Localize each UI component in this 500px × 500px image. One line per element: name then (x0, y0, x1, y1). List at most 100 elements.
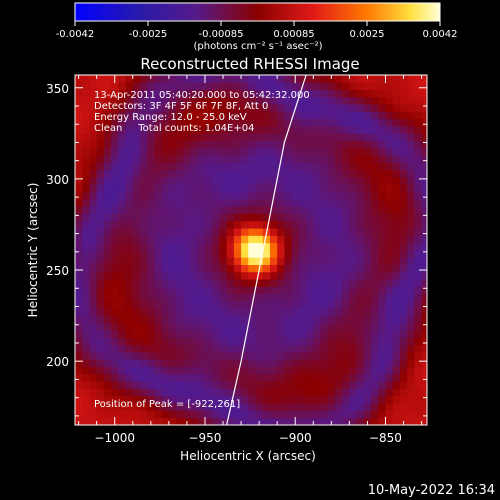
heatmap-cell (349, 198, 357, 207)
heatmap-cell (320, 337, 329, 346)
heatmap-cell (356, 301, 365, 309)
heatmap-cell (241, 410, 249, 419)
heatmap-cell (399, 235, 408, 244)
heatmap-cell (132, 162, 141, 171)
heatmap-cell (277, 359, 285, 368)
heatmap-cell (125, 126, 134, 134)
heatmap-cell (190, 308, 199, 317)
heatmap-cell (96, 308, 105, 317)
heatmap-cell (356, 337, 365, 346)
heatmap-cell (378, 82, 386, 90)
heatmap-cell (168, 147, 177, 156)
heatmap-cell (313, 308, 321, 317)
heatmap-cell (371, 228, 379, 236)
heatmap-cell (414, 169, 422, 178)
heatmap-cell (176, 118, 184, 127)
heatmap-cell (255, 337, 264, 346)
heatmap-cell (103, 308, 112, 317)
heatmap-cell (197, 381, 206, 389)
heatmap-cell (111, 301, 119, 309)
heatmap-cell (414, 96, 422, 105)
heatmap-cell (118, 213, 126, 222)
heatmap-cell (75, 111, 83, 120)
heatmap-cell (320, 242, 329, 251)
heatmap-cell (407, 191, 415, 200)
heatmap-cell (320, 75, 329, 83)
heatmap-cell (262, 293, 271, 302)
heatmap-cell (168, 395, 177, 404)
heatmap-cell (313, 111, 321, 120)
heatmap-cell (125, 198, 134, 207)
heatmap-cell (371, 162, 379, 171)
heatmap-cell (334, 395, 343, 404)
heatmap-cell (139, 147, 148, 156)
heatmap-cell (269, 96, 278, 105)
heatmap-cell (363, 133, 372, 142)
heatmap-cell (183, 388, 191, 397)
heatmap-cell (248, 184, 256, 193)
heatmap-cell (132, 155, 141, 163)
heatmap-cell (212, 271, 220, 280)
heatmap-cell (241, 315, 249, 324)
heatmap-cell (219, 133, 228, 142)
heatmap-cell (342, 381, 350, 389)
heatmap-cell (168, 140, 177, 149)
heatmap-cell (204, 191, 213, 200)
heatmap-cell (327, 235, 336, 244)
heatmap-cell (226, 366, 235, 375)
heatmap-cell (334, 169, 343, 178)
heatmap-cell (248, 308, 256, 317)
heatmap-cell (82, 315, 90, 324)
heatmap-cell (371, 213, 379, 222)
heatmap-cell (421, 250, 427, 258)
heatmap-cell (111, 308, 119, 317)
heatmap-cell (147, 198, 155, 207)
heatmap-cell (125, 162, 134, 171)
heatmap-cell (82, 235, 90, 244)
heatmap-cell (313, 177, 321, 185)
heatmap-cell (277, 344, 285, 353)
heatmap-cell (407, 373, 415, 382)
heatmap-cell (154, 417, 163, 425)
heatmap-cell (197, 82, 206, 90)
heatmap-cell (147, 279, 155, 287)
heatmap-cell (96, 177, 105, 185)
heatmap-cell (233, 220, 242, 229)
heatmap-cell (385, 381, 394, 389)
heatmap-cell (241, 75, 249, 83)
heatmap-cell (233, 104, 242, 112)
heatmap-cell (407, 322, 415, 331)
heatmap-cell (262, 264, 271, 273)
heatmap-cell (255, 191, 264, 200)
heatmap-cell (349, 352, 357, 360)
heatmap-cell (89, 177, 98, 185)
heatmap-cell (176, 206, 184, 214)
heatmap-cell (407, 359, 415, 368)
heatmap-cell (378, 403, 386, 411)
heatmap-cell (241, 322, 249, 331)
heatmap-cell (219, 330, 228, 338)
heatmap-cell (197, 279, 206, 287)
heatmap-cell (298, 242, 307, 251)
heatmap-cell (414, 235, 422, 244)
heatmap-cell (111, 279, 119, 287)
heatmap-cell (414, 140, 422, 149)
heatmap-cell (183, 250, 191, 258)
heatmap-cell (241, 271, 249, 280)
heatmap-cell (262, 388, 271, 397)
heatmap-cell (147, 293, 155, 302)
heatmap-cell (132, 359, 141, 368)
heatmap-cell (212, 410, 220, 419)
heatmap-cell (356, 126, 365, 134)
heatmap-cell (349, 337, 357, 346)
heatmap-cell (385, 213, 394, 222)
heatmap-cell (118, 126, 126, 134)
heatmap-cell (183, 96, 191, 105)
heatmap-cell (132, 133, 141, 142)
heatmap-cell (197, 213, 206, 222)
heatmap-cell (371, 417, 379, 425)
heatmap-cell (421, 75, 427, 83)
heatmap-cell (103, 75, 112, 83)
heatmap-cell (139, 177, 148, 185)
heatmap-cell (320, 352, 329, 360)
